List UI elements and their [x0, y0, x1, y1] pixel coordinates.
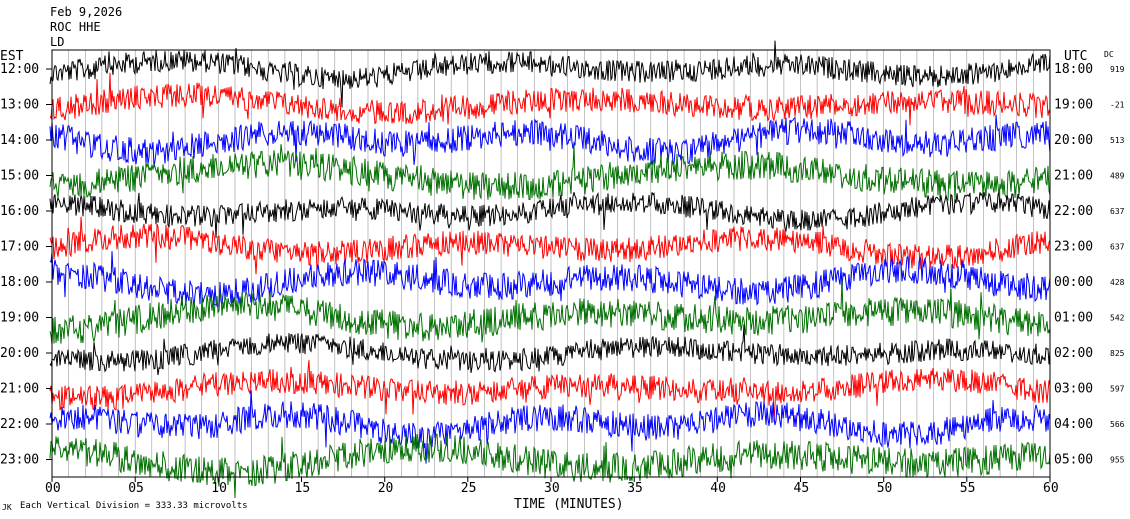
est-hour-label: 18:00	[0, 275, 39, 290]
est-hour-label: 16:00	[0, 204, 39, 219]
trace-row-1600	[49, 190, 1051, 239]
dc-offset-value: 542	[1110, 314, 1125, 323]
dc-offset-value: 955	[1110, 456, 1125, 465]
est-hour-label: 14:00	[0, 133, 39, 148]
dc-offset-value: 489	[1110, 172, 1125, 181]
est-hour-label: 23:00	[0, 453, 39, 468]
utc-hour-label: 02:00	[1054, 346, 1093, 361]
minute-gridlines	[68, 50, 1034, 477]
est-hour-label: 20:00	[0, 346, 39, 361]
dc-offset-value: 919	[1110, 65, 1125, 74]
dc-offset-value: 637	[1110, 243, 1125, 252]
x-tick-label: 40	[710, 481, 726, 496]
dc-offset-value: 637	[1110, 207, 1125, 216]
y-axis-right-label: UTC	[1064, 49, 1087, 64]
trace-row-1200	[49, 40, 1051, 108]
dc-offset-value: 597	[1110, 385, 1125, 394]
trace-row-1900	[49, 279, 1051, 345]
x-tick-label: 05	[128, 481, 144, 496]
utc-hour-label: 00:00	[1054, 275, 1093, 290]
dc-offset-value: 566	[1110, 420, 1125, 429]
x-tick-label: 20	[378, 481, 394, 496]
x-axis-label: TIME (MINUTES)	[514, 497, 624, 512]
est-hour-label: 19:00	[0, 311, 39, 326]
utc-hour-label: 20:00	[1054, 133, 1093, 148]
trace-row-2300	[49, 433, 1051, 499]
est-hour-label: 13:00	[0, 98, 39, 113]
header-station: ROC HHE	[50, 20, 101, 34]
dc-offset-value: 428	[1110, 278, 1125, 287]
utc-hour-label: 21:00	[1054, 169, 1093, 184]
corner-mark: JK	[2, 503, 12, 512]
trace-row-2100	[49, 360, 1051, 423]
utc-hour-label: 03:00	[1054, 382, 1093, 397]
utc-hour-label: 05:00	[1054, 453, 1093, 468]
y-axis-left-label: EST	[0, 49, 24, 64]
utc-hour-label: 04:00	[1054, 417, 1093, 432]
scale-note: Each Vertical Division = 333.33 microvol…	[20, 501, 248, 511]
est-hour-label: 21:00	[0, 382, 39, 397]
utc-hour-label: 19:00	[1054, 98, 1093, 113]
est-hour-label: 17:00	[0, 240, 39, 255]
x-tick-label: 00	[45, 481, 61, 496]
dc-offset-value: 513	[1110, 136, 1125, 145]
dc-offset-value: 825	[1110, 349, 1125, 358]
dc-offset-value: -21	[1110, 101, 1125, 110]
trace-row-1500	[49, 144, 1051, 201]
trace-row-2000	[49, 324, 1051, 376]
est-hour-label: 22:00	[0, 417, 39, 432]
est-hour-label: 15:00	[0, 169, 39, 184]
row-labels: 12:00 18:00 919 13:00 19:00 -21 14:00 20:00 513 1…	[0, 62, 1125, 468]
x-tick-label: 50	[877, 481, 893, 496]
utc-hour-label: 18:00	[1054, 62, 1093, 77]
seismic-traces	[49, 40, 1051, 499]
trace-row-1800	[49, 251, 1051, 307]
utc-hour-label: 22:00	[1054, 204, 1093, 219]
trace-row-1700	[49, 216, 1051, 275]
header-date: Feb 9,2026	[50, 5, 122, 19]
utc-hour-label: 01:00	[1054, 311, 1093, 326]
trace-row-1300	[49, 72, 1051, 126]
trace-row-2200	[49, 390, 1051, 464]
header-network: LD	[50, 35, 64, 49]
x-tick-label: 60	[1043, 481, 1059, 496]
x-axis-ticks: 00 05 10 15 20 25 30 35 40 45 50 55 60	[45, 477, 1059, 496]
x-tick-label: 55	[960, 481, 976, 496]
dc-column-label: DC	[1104, 50, 1114, 59]
trace-row-1400	[49, 114, 1051, 168]
x-tick-label: 10	[211, 481, 227, 496]
utc-hour-label: 23:00	[1054, 240, 1093, 255]
est-hour-label: 12:00	[0, 62, 39, 77]
x-tick-label: 15	[295, 481, 311, 496]
x-tick-label: 45	[794, 481, 810, 496]
x-tick-label: 25	[461, 481, 477, 496]
x-tick-label: 30	[544, 481, 560, 496]
x-tick-label: 35	[627, 481, 643, 496]
